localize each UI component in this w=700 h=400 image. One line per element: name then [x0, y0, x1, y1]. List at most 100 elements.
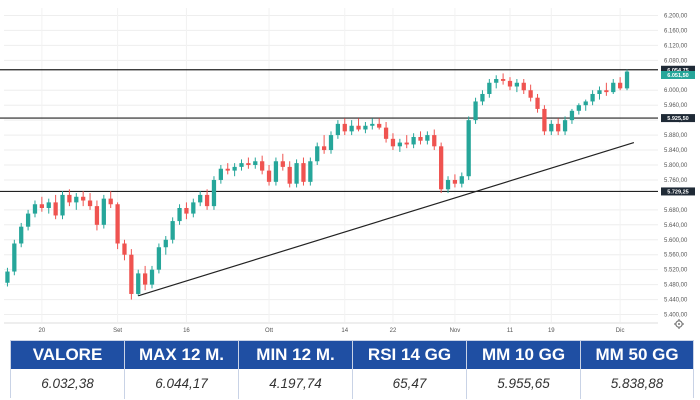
candle: [549, 120, 554, 136]
candle: [149, 265, 155, 289]
candle: [328, 131, 334, 154]
candle-body: [335, 123, 341, 136]
candle-body: [260, 161, 265, 171]
stat-max-12m: MAX 12 M. 6.044,17: [125, 341, 239, 399]
candle-body: [349, 125, 354, 132]
stat-value: 65,47: [353, 369, 466, 398]
candle-body: [19, 226, 24, 244]
chart-canvas[interactable]: 6.200,00 6.160,00 6.120,00 6.080,00 6.000,00…: [0, 0, 700, 336]
candle-body: [404, 142, 409, 145]
candle: [411, 133, 416, 149]
candle: [514, 79, 520, 93]
x-tick-label: 20: [39, 328, 46, 334]
candle-body: [253, 161, 258, 165]
candle: [46, 198, 51, 214]
candle-body: [328, 135, 334, 151]
candle-body: [184, 207, 189, 214]
candle: [204, 189, 210, 210]
stat-header: MM 50 GG: [581, 341, 693, 369]
level-label: 6.054,75: [667, 68, 688, 74]
y-tick-label: 5.880,00: [664, 133, 688, 139]
candle: [315, 142, 320, 165]
candle-body: [108, 198, 113, 205]
candle-body: [280, 161, 285, 167]
candle-body: [225, 168, 230, 171]
candle-body: [60, 194, 65, 216]
candle: [5, 267, 10, 287]
stat-header: MM 10 GG: [467, 341, 580, 369]
x-tick-label: Ott: [265, 328, 273, 334]
candle-body: [590, 93, 595, 102]
x-tick-label: Set: [113, 328, 122, 334]
candle: [356, 118, 361, 132]
stat-value: 4.197,74: [239, 369, 352, 398]
y-tick-label: 5.440,00: [664, 298, 688, 304]
y-tick-label: 5.400,00: [664, 313, 688, 319]
candle-body: [363, 125, 368, 130]
candle: [383, 122, 389, 143]
candle: [225, 163, 230, 175]
current-price-label: 6.051,50: [667, 73, 688, 79]
candle-body: [12, 243, 17, 272]
candle-body: [315, 146, 320, 162]
candle: [507, 77, 513, 91]
candle: [81, 191, 86, 207]
candles: [5, 69, 630, 300]
candle: [473, 97, 478, 124]
candle: [12, 239, 17, 276]
candle: [604, 82, 609, 96]
stat-mm-10gg: MM 10 GG 5.955,65: [467, 341, 581, 399]
candle: [624, 69, 630, 91]
candle-body: [32, 204, 38, 214]
candle: [404, 135, 409, 149]
candle-body: [218, 168, 223, 180]
candle: [521, 79, 526, 94]
candle: [273, 157, 279, 186]
candle: [129, 249, 134, 300]
candle: [370, 118, 375, 130]
candle-body: [535, 97, 540, 109]
candle: [590, 90, 595, 106]
candle: [280, 153, 285, 171]
candle: [19, 222, 24, 248]
candle: [266, 165, 272, 186]
stat-header: VALORE: [11, 341, 124, 369]
x-tick-label: 14: [341, 328, 348, 334]
candle-body: [487, 82, 492, 94]
candle: [569, 108, 575, 124]
stat-header: MAX 12 M.: [125, 341, 238, 369]
y-tick-label: 6.120,00: [664, 43, 688, 49]
candle: [177, 204, 182, 225]
candle-body: [156, 247, 162, 270]
candle-body: [170, 221, 175, 240]
stats-table: VALORE 6.032,38 MAX 12 M. 6.044,17 MIN 1…: [10, 340, 694, 399]
candle: [583, 99, 588, 111]
candle: [556, 118, 561, 136]
candle-body: [129, 254, 134, 294]
candle-body: [494, 79, 499, 83]
y-tick-label: 6.160,00: [664, 28, 688, 34]
candle-body: [198, 194, 203, 203]
stat-valore: VALORE 6.032,38: [11, 341, 125, 399]
candle: [611, 79, 616, 94]
candle-body: [191, 202, 196, 214]
y-tick-label: 5.800,00: [664, 163, 688, 169]
y-tick-label: 5.840,00: [664, 148, 688, 154]
candle: [487, 79, 492, 98]
candle-body: [397, 142, 402, 147]
candle: [308, 157, 313, 186]
candle: [198, 191, 203, 207]
price-chart[interactable]: 6.200,00 6.160,00 6.120,00 6.080,00 6.000,00…: [0, 0, 700, 336]
candle-body: [287, 166, 292, 184]
candle: [321, 135, 327, 154]
candle-body: [232, 166, 237, 171]
candle-body: [624, 71, 630, 89]
gear-icon[interactable]: [674, 319, 684, 329]
candle: [542, 105, 547, 136]
candle-body: [445, 179, 451, 190]
candle-body: [370, 123, 375, 126]
candle: [439, 142, 444, 194]
candle-body: [569, 110, 575, 121]
candle-body: [74, 196, 79, 203]
candle-body: [542, 108, 547, 132]
